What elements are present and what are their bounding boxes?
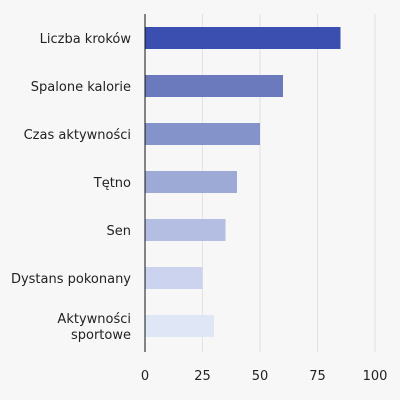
bar xyxy=(145,75,283,97)
bar xyxy=(145,171,237,193)
bar xyxy=(145,267,203,289)
category-label: Czas aktywności xyxy=(24,128,131,143)
bar xyxy=(145,27,341,49)
bar xyxy=(145,219,226,241)
category-label: Spalone kalorie xyxy=(31,80,131,95)
category-label: Dystans pokonany xyxy=(11,272,131,287)
bar xyxy=(145,315,214,337)
category-label: Aktywności xyxy=(57,312,131,327)
category-label: Sen xyxy=(107,224,132,239)
x-tick-label: 25 xyxy=(194,369,211,384)
x-tick-label: 0 xyxy=(141,369,149,384)
bars xyxy=(145,27,341,337)
category-label: sportowe xyxy=(71,328,131,343)
x-tick-labels: 0 25 50 75 100 xyxy=(141,369,388,384)
category-labels: Liczba kroków Spalone kalorie Czas aktywno… xyxy=(11,32,131,343)
category-label: Liczba kroków xyxy=(40,32,132,47)
category-label: Tętno xyxy=(93,176,131,191)
x-tick-label: 75 xyxy=(309,369,326,384)
x-tick-label: 50 xyxy=(252,369,269,384)
bar xyxy=(145,123,260,145)
x-tick-label: 100 xyxy=(363,369,388,384)
